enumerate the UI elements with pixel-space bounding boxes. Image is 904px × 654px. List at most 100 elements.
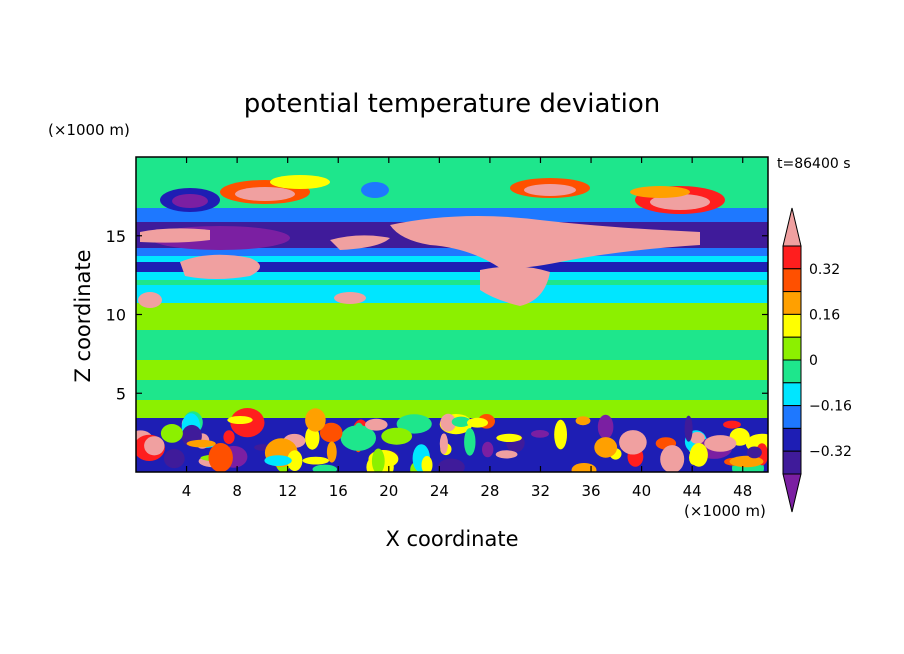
colorbar-label: 0.32 [809,262,840,278]
colorbar-swatch [782,359,802,384]
field-warm-blob-3b [650,194,710,210]
y-units-label: (×1000 m) [48,121,130,139]
colorbar-swatch [782,405,802,429]
colorbar-swatch [782,245,802,270]
field-yellow-blob-1 [270,175,330,189]
field-band-mid3 [136,380,768,400]
x-axis: 4 8 12 16 20 24 28 32 36 40 44 48 [182,157,752,500]
colorbar: 0.32 0.16 0 −0.16 −0.32 [782,207,852,513]
boundary-cell [597,414,614,440]
x-tick-label: 40 [632,482,651,500]
boundary-cell [302,456,329,465]
boundary-cell [319,422,343,443]
boundary-cell [495,450,518,459]
y-axis-label: Z coordinate [71,249,95,382]
boundary-cell [287,450,303,471]
boundary-cell [365,418,388,431]
colorbar-top-arrow [782,207,802,247]
x-tick-label: 24 [430,482,449,500]
boundary-cell [467,417,488,428]
colorbar-label: 0 [809,353,818,369]
boundary-cell [208,443,233,472]
boundary-cell [144,436,165,456]
boundary-cell [575,416,591,426]
field-stripe-2 [136,272,768,280]
colorbar-label: −0.32 [809,444,852,460]
x-tick-label: 4 [182,482,192,500]
boundary-cell [660,445,685,472]
y-tick-label: 15 [106,227,126,246]
boundary-cell [440,413,457,432]
boundary-cell [689,443,708,467]
x-tick-label: 36 [581,482,600,500]
heatmap-field [136,157,768,472]
boundary-cell [340,425,376,451]
x-axis-label: X coordinate [385,527,518,551]
boundary-cell [264,455,292,466]
boundary-cell [571,463,597,472]
field-boundary-cells [136,408,768,472]
boundary-cell [160,424,183,443]
colorbar-swatch [782,382,802,407]
boundary-cell [396,414,432,434]
field-pink-tongue-2 [140,228,210,243]
field-warm-blob-1b [235,187,295,201]
colorbar-swatch [782,450,802,475]
x-tick-label: 28 [480,482,499,500]
boundary-cell [746,446,762,459]
boundary-cell [305,426,320,450]
field-warm-blob-2b [524,184,576,196]
field-yellow-blob-2 [630,186,690,198]
x-tick-label: 8 [232,482,242,500]
boundary-cell [554,419,567,450]
boundary-cell [421,456,433,472]
boundary-cell [729,455,764,468]
y-tick-label: 5 [116,384,126,403]
boundary-cell [381,427,413,445]
y-tick-label: 10 [106,306,126,325]
colorbar-bottom-arrow [782,473,802,513]
x-tick-label: 44 [683,482,702,500]
colorbar-label: −0.16 [809,399,852,415]
boundary-cell [464,428,476,456]
y-axis: 5 10 15 [106,227,768,403]
boundary-cell [439,433,448,455]
boundary-cell [496,433,522,442]
field-stripe-3 [136,256,768,262]
boundary-cell [531,430,549,438]
boundary-cell [305,408,326,432]
field-stripe-1 [136,262,768,272]
boundary-cell [312,464,338,472]
field-band-cyan [136,285,768,303]
boundary-cell [163,449,185,469]
x-tick-label: 16 [329,482,348,500]
colorbar-label: 0.16 [809,307,840,323]
boundary-cell [451,416,471,427]
boundary-cell [704,435,737,452]
chart-title: potential temperature deviation [244,89,660,119]
field-band-mid2 [136,330,768,360]
field-pink-blob-6 [334,292,366,304]
field-pink-blob-5 [330,235,390,250]
boundary-cell [594,437,618,458]
x-units-label: (×1000 m) [684,502,766,520]
boundary-cell [371,448,385,472]
field-cold-blob-1b [172,194,208,208]
field-pink-blob-7 [138,292,162,308]
boundary-cell [223,430,235,444]
field-cold-blob-2 [361,182,389,198]
boundary-cell [684,415,693,442]
boundary-cell [227,416,253,424]
boundary-cell [437,458,465,472]
x-tick-label: 48 [733,482,752,500]
colorbar-swatch [782,313,802,338]
x-tick-label: 32 [531,482,550,500]
field-stripe-4 [136,248,768,256]
boundary-cell [689,432,705,444]
boundary-cell [482,441,494,458]
field-pink-blob-4 [480,266,550,306]
colorbar-swatch [782,291,802,315]
x-tick-label: 20 [379,482,398,500]
x-tick-label: 12 [278,482,297,500]
